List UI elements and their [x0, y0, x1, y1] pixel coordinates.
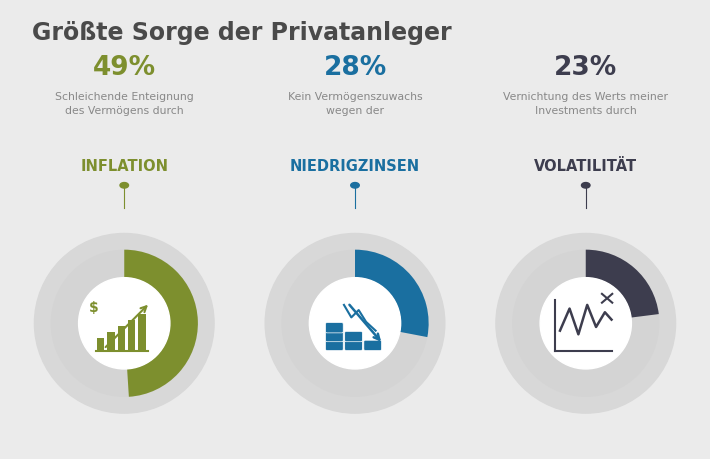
Text: Kein Vermögenszuwachs
wegen der: Kein Vermögenszuwachs wegen der — [288, 92, 422, 116]
FancyBboxPatch shape — [97, 338, 104, 352]
FancyBboxPatch shape — [326, 332, 343, 342]
Text: INFLATION: INFLATION — [80, 158, 168, 174]
Wedge shape — [512, 250, 660, 397]
FancyBboxPatch shape — [128, 321, 136, 352]
Text: 23%: 23% — [554, 55, 618, 81]
Wedge shape — [281, 250, 429, 397]
FancyBboxPatch shape — [326, 323, 343, 333]
Circle shape — [34, 234, 214, 413]
FancyBboxPatch shape — [118, 326, 125, 352]
Wedge shape — [355, 250, 429, 337]
Wedge shape — [50, 250, 198, 397]
FancyBboxPatch shape — [326, 341, 343, 351]
Circle shape — [540, 278, 631, 369]
Text: Größte Sorge der Privatanleger: Größte Sorge der Privatanleger — [32, 21, 452, 45]
Circle shape — [496, 234, 676, 413]
Text: VOLATILITÄT: VOLATILITÄT — [534, 158, 638, 174]
Text: Schleichende Enteignung
des Vermögens durch: Schleichende Enteignung des Vermögens du… — [55, 92, 194, 116]
FancyBboxPatch shape — [364, 341, 381, 351]
Text: NIEDRIGZINSEN: NIEDRIGZINSEN — [290, 158, 420, 174]
Wedge shape — [124, 250, 198, 397]
Text: $: $ — [89, 301, 98, 314]
Text: Vernichtung des Werts meiner
Investments durch: Vernichtung des Werts meiner Investments… — [503, 92, 668, 116]
FancyBboxPatch shape — [344, 332, 362, 342]
FancyBboxPatch shape — [138, 315, 146, 352]
Circle shape — [265, 234, 445, 413]
Wedge shape — [586, 250, 659, 318]
FancyBboxPatch shape — [107, 332, 115, 352]
Circle shape — [310, 278, 400, 369]
Text: 28%: 28% — [323, 55, 387, 81]
FancyBboxPatch shape — [344, 341, 362, 351]
Text: 49%: 49% — [93, 55, 155, 81]
Circle shape — [79, 278, 170, 369]
